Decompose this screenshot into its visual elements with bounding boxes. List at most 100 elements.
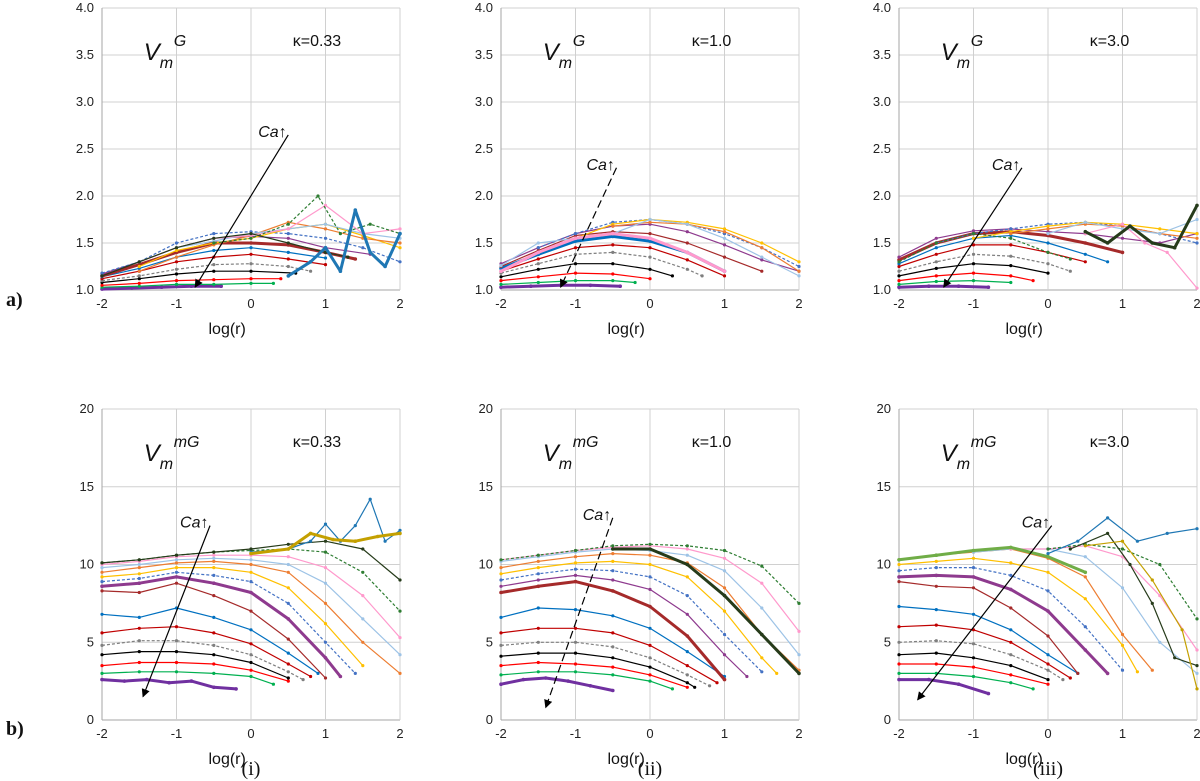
chart-a-iii-point-Ca-4-3 [1009,264,1012,267]
chart-a-i-xlabel: log(r) [208,321,245,338]
chart-b-i-point-Ca-7-6 [316,672,319,675]
chart-b-iii-series-Ca-8 [899,582,1078,674]
chart-b-i-ytick-label: 0 [87,712,94,727]
chart-b-ii-point-Ca-11-3 [611,560,614,563]
chart-b-i-point-Ca-9-7 [339,675,343,679]
chart-b-ii-point-Ca-8-3 [611,589,615,593]
chart-b-iii-point-Ca-16-2 [1128,563,1131,566]
chart-a-i-point-Ca-10-7 [361,246,364,249]
chart-a-i-ytick-label: 1.0 [76,282,94,297]
chart-b-ii-point-Ca-16-5 [797,672,801,676]
chart-a-i-point-Ca-2-2 [175,283,178,286]
chart-a-ii-point-Ca-2-1 [537,281,540,284]
chart-a-i-point-Ca-2-3 [212,283,215,286]
chart-b-ii-point-Ca-1-5 [611,689,615,693]
chart-b-ii-point-Ca-13-7 [760,606,763,609]
column-label-ii: (ii) [638,758,662,780]
chart-a-iii-point-Ca-10-7 [1195,241,1198,244]
chart-b-iii-point-Ca-8-1 [935,585,938,588]
chart-b-i-point-Ca-2-0 [100,672,103,675]
chart-b-ii-point-Ca-16-2 [686,563,690,567]
chart-b-ii-point-Ca-1-3 [566,679,570,683]
chart-b-ii-point-Ca-11-4 [648,563,651,566]
chart-b-iii-point-Ca-7-3 [1009,628,1012,631]
chart-a-i-point-Ca-11-1 [175,249,178,252]
chart-a-ii-point-Ca-11-6 [797,260,800,263]
chart-b-ii-series-Ca-1 [501,678,613,691]
chart-a-i-point-Ca-7-5 [287,251,290,254]
chart-a-ii-point-Ca-12-4 [760,246,763,249]
chart-a-i-ytick-label: 1.5 [76,235,94,250]
chart-b-ii-point-Ca-7-1 [537,606,540,609]
chart-b-i-point-Ca-1-3 [167,681,171,685]
chart-a-ii-point-Ca-4-4 [648,268,651,271]
chart-b-iii-title-sub: m [957,456,970,473]
chart-a-iii-point-Ca-3-2 [972,272,975,275]
chart-b-iii-point-Ca-18-1 [1121,540,1124,543]
chart-a-iii-ytick-label: 2.5 [873,141,891,156]
chart-b-iii-ytick-label: 0 [884,712,891,727]
chart-a-i-point-Ca-15-2 [287,223,290,226]
chart-b-iii-point-Ca-13-6 [1195,672,1198,675]
chart-b-i-point-Ca-6-0 [100,631,103,634]
chart-b-ii-point-Ca-11-8 [775,672,778,675]
chart-b-ii-point-Ca-9-2 [574,574,577,577]
chart-a-i-point-Ca-2-4 [249,282,252,285]
chart-b-iii-point-Ca-17-1 [1076,540,1079,543]
chart-a-iii-ytick-label: 1.5 [873,235,891,250]
chart-b-i-point-Ca-11-7 [361,664,364,667]
chart-b-ii-series-Ca-4 [501,653,695,687]
chart-a-iii-xlabel: log(r) [1005,321,1042,338]
chart-b-i-series-Ca-5 [102,641,303,680]
chart-b-i-point-Ca-8-4 [249,610,252,613]
chart-b-i-point-Ca-3-1 [138,661,141,664]
chart-b-ii-point-Ca-15-8 [797,602,800,605]
chart-a-i-point-Ca-17-0 [287,274,291,278]
chart-b-i-point-Ca-9-5 [287,617,291,621]
chart-a-i-point-Ca-12-0 [138,270,141,273]
chart-a-iii-point-Ca-9-2 [972,229,975,232]
chart-b-ii-series-Ca-3 [501,663,687,688]
chart-a-i-point-Ca-15-4 [339,232,342,235]
chart-a-ii-point-Ca-8-4 [648,232,651,235]
chart-b-ii-point-Ca-16-4 [760,633,764,637]
chart-a-iii-point-Ca-4-2 [972,262,975,265]
chart-b-ii-point-Ca-15-4 [648,543,651,546]
chart-b-ii-point-Ca-4-1 [537,652,540,655]
chart-a-ii-point-Ca-10-7 [797,265,800,268]
chart-b-i-point-Ca-18-6 [398,532,402,536]
chart-b-i-title-sup: mG [174,434,200,451]
chart-b-ii-title-sup: mG [573,434,599,451]
chart-b-iii-point-Ca-4-3 [1009,664,1012,667]
chart-b-i-point-Ca-2-3 [212,672,215,675]
chart-a-iii-ytick-label: 1.0 [873,282,891,297]
chart-b-i-point-Ca-16-4 [249,547,252,550]
chart-a-iii-point-Ca-16-3 [1151,241,1155,245]
chart-b-iii-point-Ca-12-5 [1084,575,1087,578]
chart-a-i-xtick-label: -1 [171,296,183,311]
chart-b-ii-point-Ca-10-1 [537,572,540,575]
chart-b-i-point-Ca-8-2 [175,582,178,585]
chart-b-iii-point-Ca-13-4 [1121,586,1124,589]
chart-b-i-point-Ca-9-2 [175,575,179,579]
chart-a-iii-point-Ca-5-4 [1046,262,1049,265]
chart-b-iii-point-Ca-7-1 [935,608,938,611]
chart-a-iii-point-Ca-3-1 [935,274,938,277]
chart-a-i-point-Ca-10-5 [287,232,290,235]
chart-b-i-point-Ca-15-8 [398,610,401,613]
chart-b-ii-point-Ca-10-3 [611,569,614,572]
chart-b-iii-point-Ca-19-0 [897,558,901,562]
chart-b-iii-point-Ca-2-0 [897,672,900,675]
chart-b-ii-point-Ca-15-1 [537,554,540,557]
chart-b-ii-xtick-label: 0 [646,726,653,741]
chart-b-iii-ytick-label: 20 [877,401,891,416]
chart-panel-a-i: 1.01.52.02.53.03.54.0-2 -1 0 1 2Ca↑V mG κ=0.33… [76,0,404,338]
chart-a-iii-xtick-label: -1 [968,296,980,311]
chart-b-iii-series-Ca-9 [899,575,1108,673]
chart-b-iii-point-Ca-1-1 [927,678,931,682]
chart-b-i-point-Ca-1-1 [123,679,127,683]
chart-a-iii-point-Ca-16-2 [1128,224,1132,228]
chart-b-ii-point-Ca-5-0 [499,644,502,647]
chart-b-iii-point-Ca-4-4 [1046,678,1049,681]
chart-a-i-point-Ca-5-2 [175,268,178,271]
